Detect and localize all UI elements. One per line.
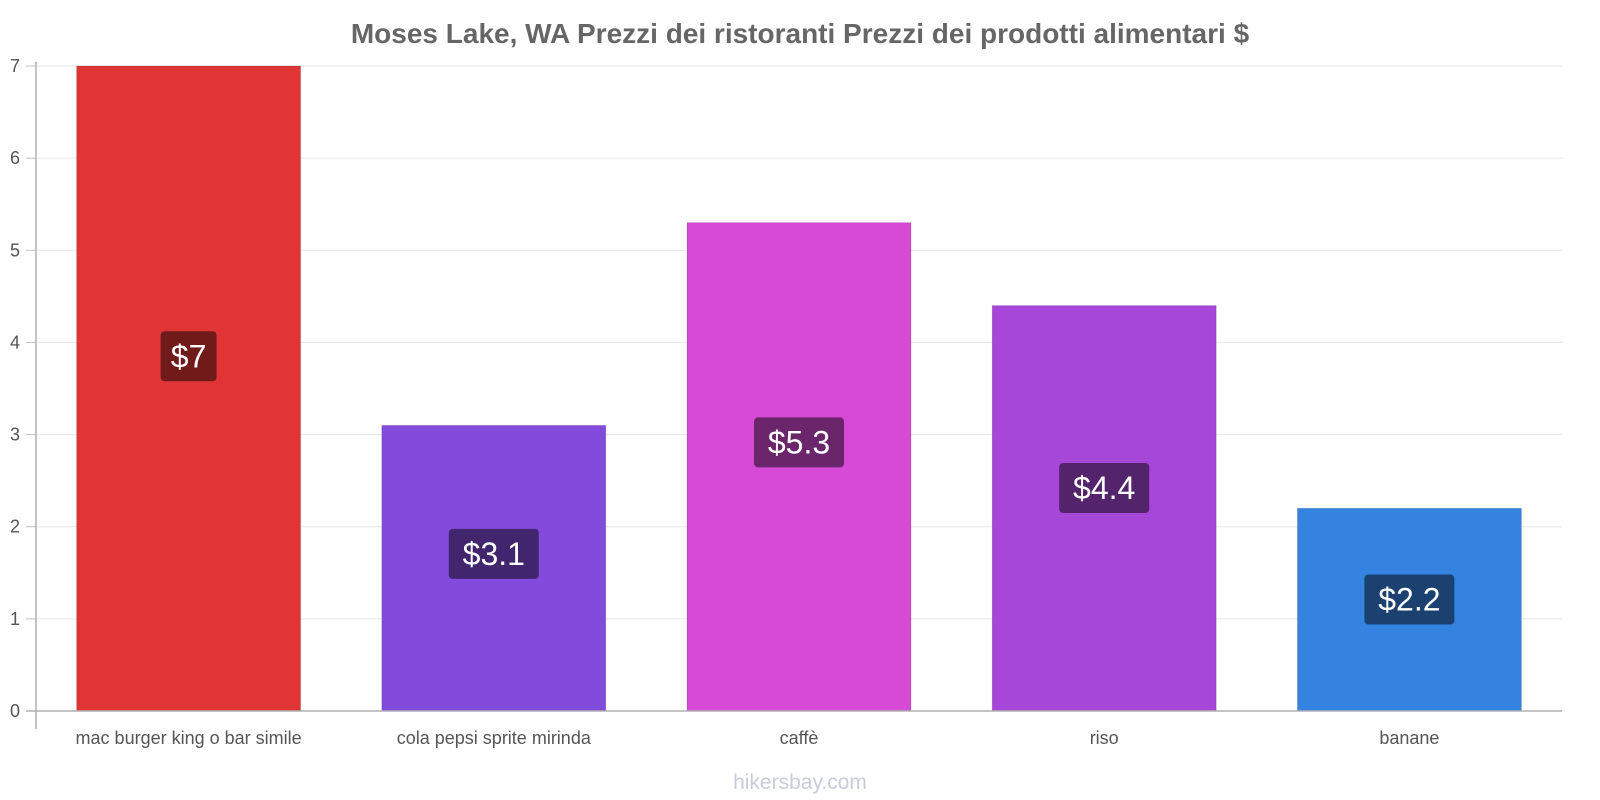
y-tick-label: 1: [10, 609, 20, 629]
x-tick-label: mac burger king o bar simile: [76, 728, 302, 748]
watermark-text: hikersbay.com: [733, 771, 867, 794]
x-tick-label: caffè: [780, 728, 819, 748]
value-label: $2.2: [1378, 582, 1440, 618]
value-label-badge: [160, 331, 217, 382]
y-tick-label: 0: [10, 701, 20, 721]
x-tick-label: riso: [1090, 728, 1119, 748]
y-tick-label: 4: [10, 332, 20, 352]
y-tick-label: 5: [10, 240, 20, 260]
bars: [76, 65, 1522, 712]
axes: 0 1 2 3 4 5 6 7 mac burger king o bar simile cola…: [10, 56, 1562, 748]
y-tick-label: 2: [10, 517, 20, 537]
value-label: $5.3: [768, 424, 830, 460]
value-label: $7: [171, 338, 207, 374]
chart-title: Moses Lake, WA Prezzi dei ristoranti Pre…: [351, 18, 1250, 49]
y-tick-label: 7: [10, 56, 20, 76]
y-tick-label: 6: [10, 148, 20, 168]
bar: [76, 65, 302, 712]
value-label-badge: [448, 528, 539, 579]
value-label-badge: [754, 417, 844, 468]
value-label-badge: [1364, 574, 1455, 625]
value-label: $4.4: [1073, 470, 1135, 506]
x-tick-label: banane: [1379, 728, 1439, 748]
value-label: $3.1: [463, 536, 525, 572]
x-tick-label: cola pepsi sprite mirinda: [397, 728, 592, 748]
y-tick-label: 3: [10, 425, 20, 445]
value-label-badge: [1059, 463, 1150, 514]
value-labels: $7 $3.1 $5.3 $4.4 $2.2: [160, 331, 1455, 625]
